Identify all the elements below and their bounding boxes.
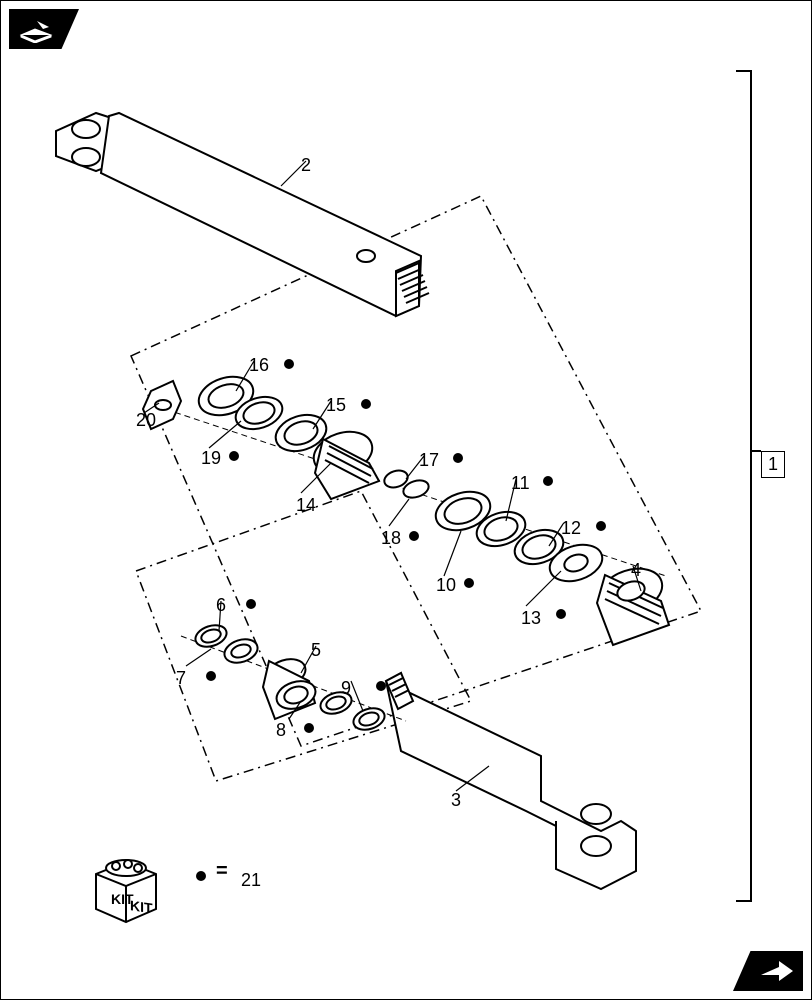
kit-dot-2: [453, 453, 463, 463]
callout-9: 9: [341, 679, 351, 697]
callout-12: 12: [561, 519, 581, 537]
callout-18: 18: [381, 529, 401, 547]
page-container: KIT KIT = 123456789101112131415161718192…: [0, 0, 812, 1000]
kit-dot-13: [196, 871, 206, 881]
kit-dot-9: [246, 599, 256, 609]
callout-1: 1: [761, 451, 785, 478]
kit-text-right: KIT: [130, 897, 153, 916]
kit-dot-8: [229, 451, 239, 461]
callout-2: 2: [301, 156, 311, 174]
callout-8: 8: [276, 721, 286, 739]
callout-14: 14: [296, 496, 316, 514]
callout-13: 13: [521, 609, 541, 627]
kit-dot-11: [304, 723, 314, 733]
callout-16: 16: [249, 356, 269, 374]
callout-7: 7: [176, 669, 186, 687]
callout-21: 21: [241, 871, 261, 889]
kit-dot-10: [376, 681, 386, 691]
kit-icon: KIT KIT: [86, 844, 166, 924]
callout-4: 4: [631, 561, 641, 579]
callout-15: 15: [326, 396, 346, 414]
callout-3: 3: [451, 791, 461, 809]
callout-10: 10: [436, 576, 456, 594]
kit-dot-5: [556, 609, 566, 619]
kit-dot-6: [464, 578, 474, 588]
kit-dot-12: [206, 671, 216, 681]
callout-5: 5: [311, 641, 321, 659]
callout-17: 17: [419, 451, 439, 469]
callout-11: 11: [511, 474, 530, 492]
callout-20: 20: [136, 411, 156, 429]
kit-dot-1: [361, 399, 371, 409]
callout-19: 19: [201, 449, 221, 467]
kit-equals-label: =: [216, 861, 228, 881]
kit-dot-4: [596, 521, 606, 531]
kit-dot-0: [284, 359, 294, 369]
kit-dot-3: [543, 476, 553, 486]
kit-dot-7: [409, 531, 419, 541]
callout-6: 6: [216, 596, 226, 614]
